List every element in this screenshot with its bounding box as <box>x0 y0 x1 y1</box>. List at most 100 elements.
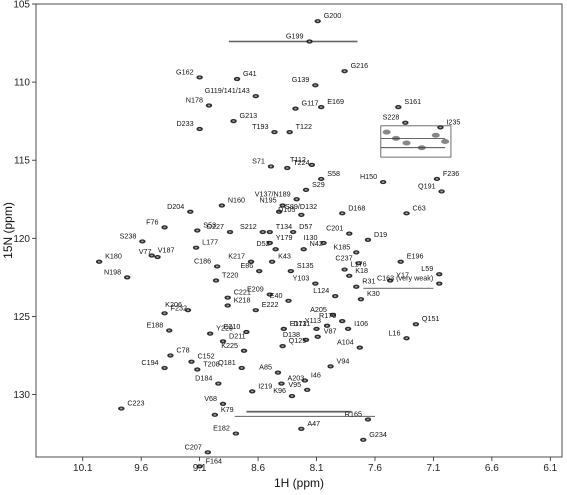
peak-label: D211 <box>229 331 246 340</box>
peak-label: D184 <box>195 374 212 383</box>
x-axis-title: 1H (ppm) <box>274 476 324 490</box>
sidechain-cluster-outline <box>380 125 452 158</box>
y-tick-label: 130 <box>13 390 30 401</box>
peak-center <box>405 337 408 340</box>
peak-label: K217 <box>228 252 245 261</box>
peak-center <box>366 418 370 421</box>
peak-label: D52 <box>256 239 269 248</box>
peak-label: G119/141/143 <box>205 86 250 95</box>
peak-label: R31 <box>362 277 375 286</box>
peak-center <box>206 451 210 454</box>
peak-center <box>261 231 265 233</box>
peak-center <box>276 371 280 374</box>
peak-center <box>302 248 306 251</box>
peak-center <box>169 354 172 357</box>
peak-center <box>319 106 323 108</box>
noise-streak <box>234 415 375 417</box>
peak-label: F232 <box>171 303 187 312</box>
peak-center <box>97 260 101 263</box>
sidechain-peak <box>382 129 391 135</box>
peak-label: L176 <box>351 260 367 269</box>
peak-center <box>288 131 292 133</box>
peak-label: S29 <box>312 180 325 189</box>
peak-center <box>319 178 323 180</box>
peak-label: K180 <box>105 252 122 261</box>
peak-center <box>254 309 258 312</box>
peak-center <box>257 270 261 273</box>
peak-center <box>273 131 276 133</box>
peak-center <box>313 84 317 87</box>
peak-center <box>340 212 344 215</box>
peak-center <box>277 210 281 213</box>
y-axis-title: 15N (ppm) <box>1 202 15 259</box>
peak-center <box>195 368 199 371</box>
peak-label: D227 <box>207 222 224 231</box>
peak-label: S53 <box>203 221 216 230</box>
peak-label: Q191 <box>418 181 436 190</box>
x-tick-label: 7.1 <box>426 463 440 474</box>
x-tick-label: 8.6 <box>251 463 265 474</box>
peak-labels: G200 G199 G216 G162 G41 G139 S161 G119/141/143 E… <box>104 11 460 465</box>
peak-center <box>215 265 219 268</box>
peak-label: C207 <box>185 442 202 451</box>
peak-center <box>242 349 246 352</box>
noise-streak <box>228 40 358 43</box>
peak-label: A85 <box>259 363 272 372</box>
noise-streak <box>246 410 352 413</box>
peak-center <box>214 279 218 282</box>
peak-center <box>268 293 272 296</box>
peak-label: K218 <box>234 295 251 304</box>
peak-center <box>198 76 202 79</box>
peak-center <box>198 465 202 468</box>
peak-center <box>325 324 329 327</box>
peak-label: A205 <box>310 305 327 314</box>
peak-center <box>439 126 442 129</box>
peak-center <box>234 432 238 435</box>
peak-center <box>299 213 303 216</box>
y-tick-label: 115 <box>14 156 30 167</box>
peak-center <box>340 320 344 322</box>
peak-center <box>254 95 258 98</box>
peak-center <box>290 395 294 397</box>
peak-label: N178 <box>186 96 203 105</box>
sidechain-peak <box>431 132 440 138</box>
peak-center <box>359 298 363 301</box>
peak-center <box>403 121 407 124</box>
peak-label: Q151 <box>422 314 440 323</box>
peak-label: Y103 <box>293 274 310 283</box>
peak-center <box>125 276 129 279</box>
peak-center <box>268 242 272 244</box>
peak-label: R170 <box>319 311 336 320</box>
peak-label: D131 <box>293 319 310 328</box>
peak-center <box>331 313 335 316</box>
peak-label: Y179 <box>276 233 293 242</box>
peak-label: K96 <box>273 386 286 395</box>
peak-label: I46 <box>311 370 321 379</box>
peak-label: V94 <box>337 356 350 365</box>
peak-label: V77 <box>139 247 152 256</box>
peak-center <box>269 165 273 168</box>
peak-label: C221 <box>234 288 251 297</box>
peak-center <box>291 231 295 233</box>
peak-center <box>354 251 358 254</box>
peak-label: V95 <box>288 380 301 389</box>
peak-label: E210 <box>224 322 241 331</box>
peak-center <box>347 232 351 235</box>
peak-center <box>194 246 198 249</box>
peak-center <box>250 390 254 393</box>
peak-center <box>221 402 225 405</box>
peak-center <box>226 296 230 299</box>
peak-label: C223 <box>127 399 144 408</box>
peak-center <box>280 382 283 385</box>
peak-center <box>322 242 325 244</box>
peak-label: F164 <box>206 456 222 465</box>
peak-label: C194 <box>141 358 158 367</box>
noise-streaks <box>228 40 452 417</box>
y-tick-label: 125 <box>13 312 30 323</box>
peak-label: A104 <box>337 338 354 347</box>
peak-label: S58 <box>327 169 340 178</box>
x-tick-label: 8.1 <box>310 463 324 474</box>
peak-center <box>304 338 308 341</box>
peak-center <box>163 367 166 369</box>
peak-center <box>381 181 385 183</box>
